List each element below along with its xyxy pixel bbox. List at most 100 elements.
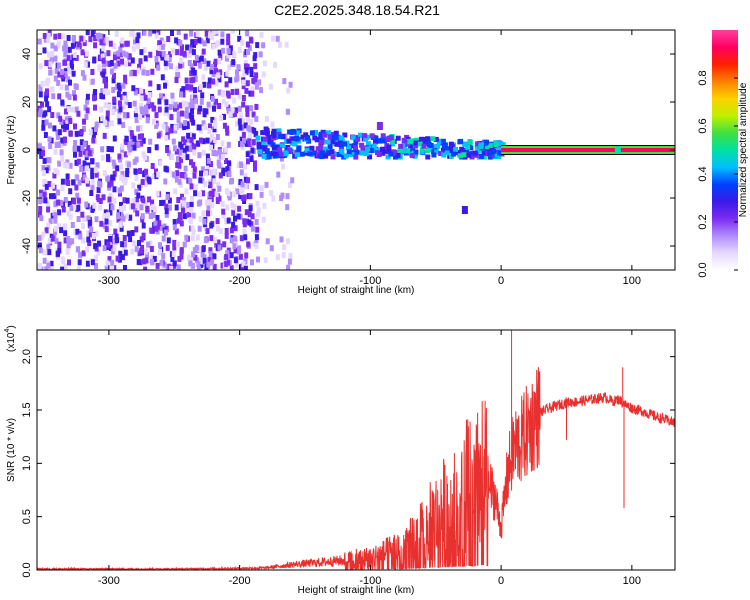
heatmap-cell bbox=[396, 149, 402, 155]
heatmap-cell bbox=[235, 69, 239, 76]
heatmap-cell bbox=[117, 153, 122, 160]
heatmap-cell bbox=[139, 248, 144, 255]
heatmap-cell bbox=[226, 44, 230, 51]
heatmap-cell bbox=[37, 148, 42, 155]
heatmap-cell bbox=[210, 202, 215, 209]
heatmap-cell bbox=[254, 103, 259, 110]
heatmap-cell bbox=[214, 98, 218, 105]
heatmap-cell bbox=[191, 251, 196, 258]
heatmap-cell bbox=[226, 92, 231, 99]
heatmap-cell bbox=[163, 60, 168, 67]
heatmap-cell bbox=[207, 128, 212, 134]
heatmap-cell bbox=[154, 32, 159, 39]
heatmap-cell bbox=[330, 139, 336, 145]
heatmap-cell bbox=[98, 33, 103, 40]
heatmap-cell bbox=[198, 84, 203, 91]
heatmap-cell bbox=[226, 104, 231, 111]
heatmap-cell bbox=[135, 202, 140, 209]
heatmap-cell bbox=[47, 157, 52, 164]
heatmap-cell bbox=[211, 149, 216, 156]
heatmap-cell bbox=[270, 142, 276, 148]
heatmap-cell bbox=[100, 154, 105, 161]
heatmap-cell bbox=[157, 98, 162, 105]
heatmap-cell bbox=[112, 170, 117, 177]
heatmap-cell bbox=[205, 228, 210, 235]
heatmap-cell bbox=[192, 143, 197, 150]
heatmap-cell bbox=[449, 144, 455, 149]
heatmap-cell bbox=[42, 33, 47, 39]
heatmap-cell bbox=[74, 106, 79, 113]
heatmap-cell bbox=[140, 213, 145, 220]
heatmap-cell bbox=[185, 207, 190, 214]
heatmap-cell bbox=[105, 175, 110, 182]
heatmap-cell bbox=[66, 76, 71, 83]
heatmap-cell bbox=[98, 181, 103, 188]
heatmap-cell bbox=[140, 133, 144, 140]
heatmap-cell bbox=[164, 211, 169, 218]
heatmap-cell bbox=[313, 129, 318, 135]
heatmap-cell bbox=[60, 256, 65, 263]
heatmap-cell bbox=[258, 51, 263, 58]
heatmap-cell bbox=[227, 194, 232, 201]
heatmap-cell bbox=[74, 184, 79, 191]
heatmap-cell bbox=[79, 139, 84, 146]
heatmap-cell bbox=[179, 172, 184, 178]
heatmap-cell bbox=[245, 80, 250, 87]
heatmap-cell bbox=[188, 217, 193, 224]
heatmap-cell bbox=[168, 51, 172, 58]
heatmap-cell bbox=[121, 176, 126, 183]
heatmap-cell bbox=[458, 138, 464, 144]
heatmap-cell bbox=[107, 104, 111, 111]
heatmap-cell bbox=[191, 119, 196, 126]
heatmap-cell bbox=[353, 145, 358, 151]
heatmap-cell bbox=[294, 152, 300, 158]
heatmap-cell bbox=[484, 139, 489, 145]
heatmap-cell bbox=[203, 180, 208, 187]
heatmap-cell bbox=[122, 197, 127, 204]
heatmap-cell bbox=[464, 149, 470, 155]
heatmap-cell bbox=[127, 53, 132, 60]
heatmap-cell bbox=[134, 117, 139, 123]
heatmap-cell bbox=[132, 70, 137, 76]
heatmap-cell bbox=[52, 125, 57, 132]
heatmap-cell bbox=[183, 33, 188, 40]
heatmap-cell bbox=[190, 39, 195, 46]
heatmap-cell bbox=[413, 149, 419, 155]
heatmap-cell bbox=[45, 88, 49, 95]
heatmap-cell bbox=[98, 204, 103, 211]
heatmap-cell bbox=[207, 82, 212, 89]
heatmap-cell bbox=[238, 124, 243, 131]
heatmap-cell bbox=[203, 237, 208, 244]
heatmap-cell bbox=[161, 50, 166, 57]
heatmap-cell bbox=[327, 144, 333, 149]
heatmap-cell bbox=[94, 216, 99, 223]
heatmap-cell bbox=[238, 179, 243, 185]
heatmap-cell bbox=[131, 197, 136, 204]
heatmap-x-axis-label: Height of straight line (km) bbox=[298, 285, 415, 296]
heatmap-cell bbox=[120, 143, 125, 150]
heatmap-cell bbox=[206, 101, 211, 108]
heatmap-cell bbox=[243, 122, 248, 129]
heatmap-cell bbox=[206, 205, 211, 211]
snr-y-axis-label: SNR (10 * v/v) bbox=[6, 418, 17, 482]
heatmap-cell bbox=[63, 197, 68, 203]
heatmap-cell bbox=[487, 154, 493, 160]
heatmap-cell bbox=[60, 185, 65, 191]
heatmap-cell bbox=[49, 137, 54, 144]
heatmap-cell bbox=[265, 151, 271, 157]
heatmap-cell bbox=[343, 153, 349, 159]
heatmap-cell bbox=[84, 201, 89, 208]
colorbar-tick-label: 0.6 bbox=[697, 118, 709, 133]
heatmap-cell bbox=[270, 151, 276, 157]
heatmap-cell bbox=[196, 261, 201, 268]
heatmap-cell bbox=[118, 100, 122, 107]
heatmap-cell bbox=[90, 259, 95, 266]
heatmap-cell bbox=[172, 244, 177, 251]
heatmap-cell bbox=[37, 143, 42, 150]
heatmap-cell bbox=[139, 87, 144, 94]
heatmap-cell bbox=[118, 106, 123, 113]
heatmap-cell bbox=[246, 49, 250, 55]
heatmap-cell bbox=[455, 149, 461, 155]
heatmap-cell bbox=[254, 83, 259, 90]
heatmap-cell bbox=[185, 154, 190, 161]
